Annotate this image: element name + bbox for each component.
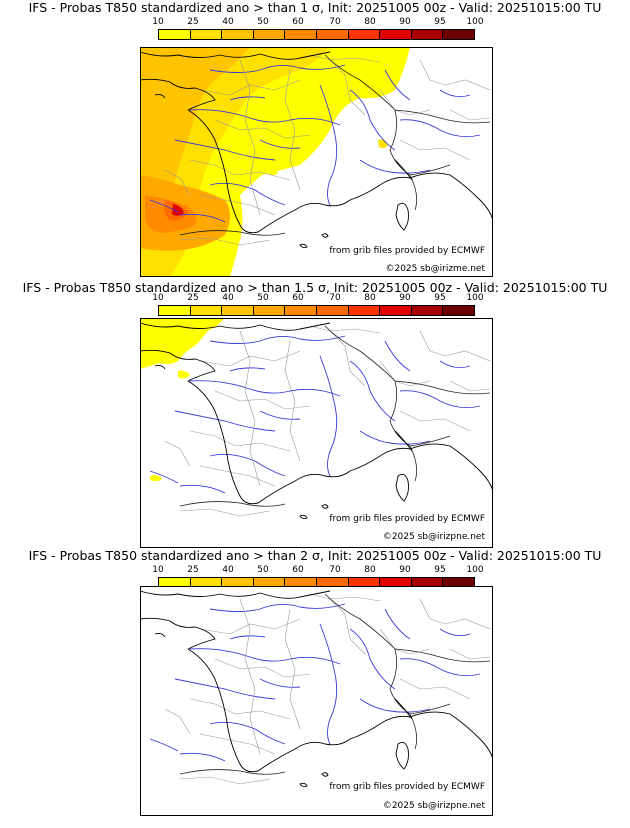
colorbar-swatch (348, 306, 381, 315)
probability-map (140, 47, 493, 277)
colorbar-swatch (159, 30, 191, 39)
colorbar-tick: 50 (257, 565, 269, 575)
colorbar-tick: 40 (222, 17, 234, 27)
colorbar-swatch (159, 306, 191, 315)
colorbar-tick: 40 (222, 293, 234, 303)
source-credit: from grib files provided by ECMWF (329, 246, 485, 256)
colorbar-tick: 95 (434, 17, 446, 27)
colorbar-swatch (380, 306, 412, 315)
colorbar-swatch (159, 578, 191, 587)
colorbar-swatch (316, 306, 349, 315)
colorbar-tick: 80 (364, 565, 376, 575)
colorbar-tick: 90 (399, 565, 411, 575)
probability-map (140, 586, 493, 816)
colorbar-tick: 60 (292, 293, 304, 303)
colorbar-tick: 80 (364, 17, 376, 27)
colorbar-tick: 60 (292, 17, 304, 27)
colorbar-tick: 25 (187, 17, 199, 27)
colorbar-tick: 70 (329, 17, 341, 27)
colorbar-swatch (253, 30, 286, 39)
copyright-credit: ©2025 sb@irizpne.net (382, 801, 485, 811)
colorbar-tick: 95 (434, 565, 446, 575)
colorbar-labels: 10 25 40 50 60 70 80 90 95 100 (140, 565, 483, 575)
colorbar-tick: 10 (152, 293, 164, 303)
colorbar-swatch (443, 578, 474, 587)
colorbar-tick: 70 (329, 293, 341, 303)
colorbar-swatch (411, 306, 444, 315)
colorbar (158, 305, 475, 316)
source-credit: from grib files provided by ECMWF (329, 782, 485, 792)
colorbar-swatch (348, 578, 381, 587)
panel-2: IFS - Probas T850 standardized ano > tha… (0, 276, 630, 552)
colorbar-swatch (190, 306, 223, 315)
colorbar-swatch (222, 578, 254, 587)
colorbar-swatch (411, 578, 444, 587)
copyright-credit: ©2025 sb@irizpne.net (382, 532, 485, 542)
colorbar-swatch (443, 306, 474, 315)
colorbar-tick: 25 (187, 293, 199, 303)
colorbar-swatch (253, 306, 286, 315)
colorbar-tick: 95 (434, 293, 446, 303)
colorbar-swatch (285, 30, 317, 39)
probability-map (140, 318, 493, 548)
colorbar-tick: 80 (364, 293, 376, 303)
colorbar-swatch (190, 30, 223, 39)
colorbar-swatch (285, 306, 317, 315)
colorbar-tick: 50 (257, 17, 269, 27)
colorbar-tick: 60 (292, 565, 304, 575)
colorbar (158, 29, 475, 40)
panel-title: IFS - Probas T850 standardized ano > tha… (28, 0, 602, 15)
colorbar-tick: 100 (466, 565, 484, 575)
colorbar-swatch (222, 30, 254, 39)
colorbar-tick: 100 (466, 293, 484, 303)
colorbar-swatch (316, 30, 349, 39)
source-credit: from grib files provided by ECMWF (329, 514, 485, 524)
colorbar-tick: 25 (187, 565, 199, 575)
colorbar-tick: 100 (466, 17, 484, 27)
colorbar-swatch (380, 30, 412, 39)
colorbar-swatch (411, 30, 444, 39)
colorbar-swatch (285, 578, 317, 587)
copyright-credit: ©2025 sb@irizme.net (385, 264, 485, 274)
colorbar-tick: 10 (152, 17, 164, 27)
colorbar-labels: 10 25 40 50 60 70 80 90 95 100 (140, 293, 483, 303)
colorbar-swatch (253, 578, 286, 587)
colorbar-tick: 50 (257, 293, 269, 303)
colorbar-tick: 10 (152, 565, 164, 575)
colorbar-swatch (190, 578, 223, 587)
panel-title: IFS - Probas T850 standardized ano > tha… (28, 548, 602, 563)
colorbar-tick: 90 (399, 293, 411, 303)
colorbar-swatch (316, 578, 349, 587)
colorbar-tick: 70 (329, 565, 341, 575)
colorbar-tick: 90 (399, 17, 411, 27)
panel-1: IFS - Probas T850 standardized ano > tha… (0, 0, 630, 277)
colorbar-swatch (222, 306, 254, 315)
colorbar-swatch (443, 30, 474, 39)
colorbar-tick: 40 (222, 565, 234, 575)
panel-title: IFS - Probas T850 standardized ano > tha… (22, 280, 608, 295)
colorbar-swatch (380, 578, 412, 587)
colorbar-swatch (348, 30, 381, 39)
panel-3: IFS - Probas T850 standardized ano > tha… (0, 548, 630, 824)
colorbar-labels: 10 25 40 50 60 70 80 90 95 100 (140, 17, 483, 27)
